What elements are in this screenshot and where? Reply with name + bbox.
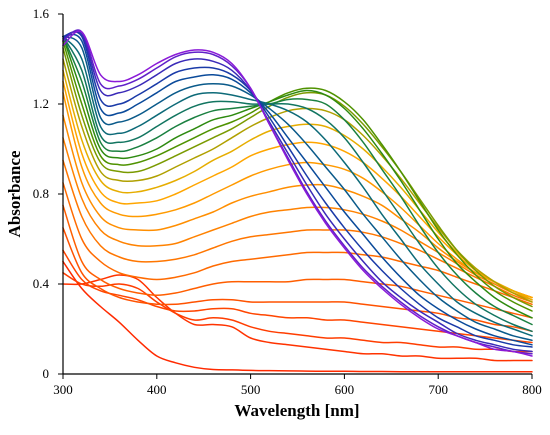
y-tick-label: 0	[43, 366, 50, 381]
series-line-6	[62, 204, 533, 319]
series-line-2	[62, 274, 533, 362]
series-line-19	[62, 35, 533, 333]
series-line-8	[62, 159, 533, 303]
x-tick-label: 700	[428, 382, 448, 397]
series-line-18	[62, 35, 533, 326]
series-line-13	[62, 69, 533, 301]
series-line-23	[62, 31, 533, 348]
y-tick-label: 0.8	[33, 186, 49, 201]
series-line-17	[62, 35, 533, 319]
series-line-3	[62, 272, 533, 353]
series-line-20	[62, 35, 533, 337]
series-line-10	[62, 114, 533, 299]
x-tick-label: 400	[147, 382, 167, 397]
x-tick-label: 500	[241, 382, 261, 397]
series-line-14	[62, 58, 533, 303]
series-line-21	[62, 35, 533, 342]
y-tick-label: 1.6	[33, 6, 50, 21]
series-layer	[62, 29, 533, 373]
axes-layer	[62, 14, 532, 375]
y-axis-title: Absorbance	[5, 150, 24, 237]
ticks-layer: 300 400 500 600 700 800 0 0.4 0.8 1.2 1.6	[33, 6, 542, 397]
series-line-5	[62, 227, 533, 333]
series-line-1	[62, 260, 533, 373]
x-tick-label: 800	[522, 382, 542, 397]
series-line-22	[62, 33, 533, 346]
x-axis-title: Wavelength [nm]	[234, 401, 359, 420]
series-line-7	[62, 182, 533, 306]
series-line-26	[62, 30, 533, 357]
series-line-15	[62, 47, 533, 308]
y-tick-label: 0.4	[33, 276, 50, 291]
series-line-16	[62, 40, 533, 312]
series-line-24	[62, 30, 533, 353]
x-tick-label: 600	[335, 382, 355, 397]
series-line-11	[62, 92, 533, 299]
x-tick-label: 300	[53, 382, 73, 397]
y-tick-label: 1.2	[33, 96, 49, 111]
